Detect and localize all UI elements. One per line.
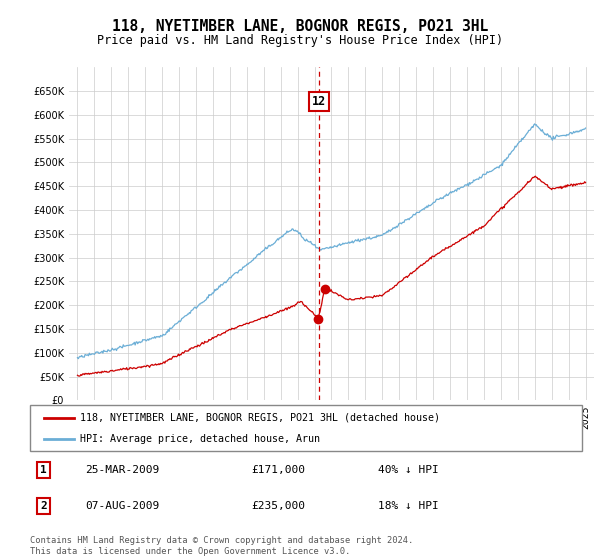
Text: HPI: Average price, detached house, Arun: HPI: Average price, detached house, Arun [80, 435, 320, 444]
Text: 18% ↓ HPI: 18% ↓ HPI [378, 501, 439, 511]
Text: 118, NYETIMBER LANE, BOGNOR REGIS, PO21 3HL (detached house): 118, NYETIMBER LANE, BOGNOR REGIS, PO21 … [80, 413, 440, 423]
Text: 118, NYETIMBER LANE, BOGNOR REGIS, PO21 3HL: 118, NYETIMBER LANE, BOGNOR REGIS, PO21 … [112, 20, 488, 34]
Text: 12: 12 [311, 95, 326, 108]
Text: £171,000: £171,000 [251, 465, 305, 475]
FancyBboxPatch shape [30, 405, 582, 451]
Text: 25-MAR-2009: 25-MAR-2009 [85, 465, 160, 475]
Text: 2: 2 [40, 501, 47, 511]
Text: 1: 1 [40, 465, 47, 475]
Text: Price paid vs. HM Land Registry's House Price Index (HPI): Price paid vs. HM Land Registry's House … [97, 34, 503, 47]
Text: 07-AUG-2009: 07-AUG-2009 [85, 501, 160, 511]
Text: Contains HM Land Registry data © Crown copyright and database right 2024.
This d: Contains HM Land Registry data © Crown c… [30, 536, 413, 556]
Text: 40% ↓ HPI: 40% ↓ HPI [378, 465, 439, 475]
Text: £235,000: £235,000 [251, 501, 305, 511]
